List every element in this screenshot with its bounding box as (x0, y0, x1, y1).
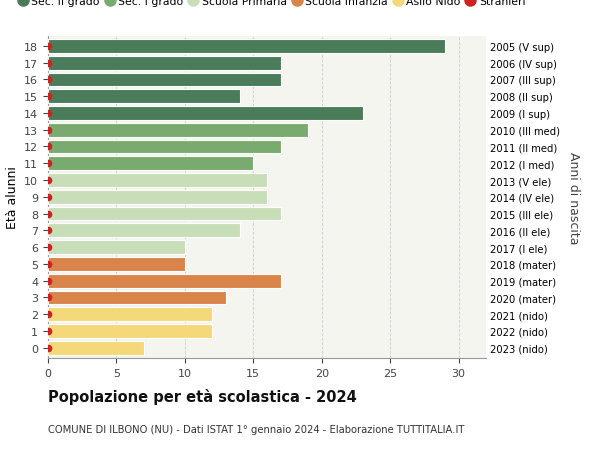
Bar (48, 123, 308, 137)
Y-axis label: Età alunni: Età alunni (5, 166, 19, 229)
Bar (48, 190, 267, 204)
Bar (48, 224, 239, 238)
Bar (48, 140, 281, 154)
Bar (48, 207, 281, 221)
Y-axis label: Anni di nascita: Anni di nascita (566, 151, 580, 244)
Bar (48, 90, 239, 104)
Text: Popolazione per età scolastica - 2024: Popolazione per età scolastica - 2024 (48, 388, 357, 404)
Bar (48, 40, 445, 54)
Bar (48, 341, 144, 355)
Bar (48, 291, 226, 305)
Bar (48, 257, 185, 271)
Bar (48, 174, 267, 187)
Bar (48, 308, 212, 321)
Text: COMUNE DI ILBONO (NU) - Dati ISTAT 1° gennaio 2024 - Elaborazione TUTTITALIA.IT: COMUNE DI ILBONO (NU) - Dati ISTAT 1° ge… (48, 425, 464, 435)
Bar (48, 241, 185, 254)
Bar (48, 157, 253, 171)
Bar (48, 274, 281, 288)
Bar (48, 56, 281, 70)
Bar (48, 107, 363, 121)
Bar (48, 73, 281, 87)
Bar (48, 325, 212, 338)
Legend: Sec. II grado, Sec. I grado, Scuola Primaria, Scuola Infanzia, Asilo Nido, Stran: Sec. II grado, Sec. I grado, Scuola Prim… (14, 0, 530, 11)
